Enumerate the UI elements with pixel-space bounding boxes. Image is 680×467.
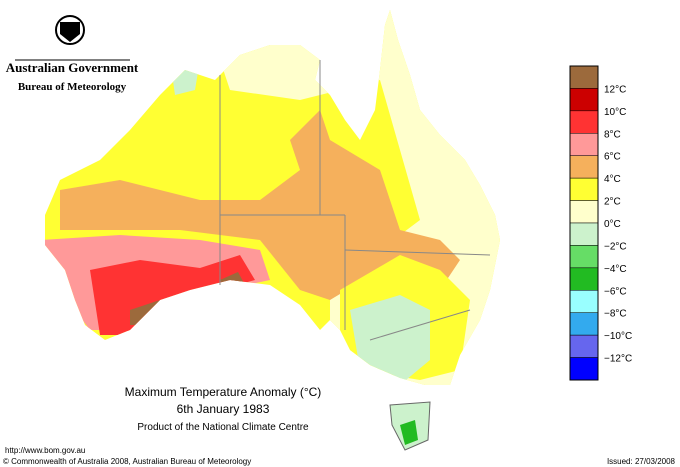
footer-issued: Issued: 27/03/2008 bbox=[607, 457, 676, 466]
legend-label: −10°C bbox=[604, 331, 632, 342]
legend-swatch bbox=[569, 334, 599, 358]
map-date: 6th January 1983 bbox=[177, 402, 270, 416]
legend-swatch bbox=[569, 267, 599, 291]
legend-label: 6°C bbox=[604, 152, 621, 163]
state-borders bbox=[219, 60, 491, 341]
legend-swatch bbox=[569, 88, 599, 112]
agency-name: Bureau of Meteorology bbox=[18, 81, 127, 93]
legend-label: 0°C bbox=[604, 219, 621, 230]
legend-label: 10°C bbox=[604, 107, 626, 118]
legend-swatch bbox=[569, 200, 599, 224]
legend-swatch bbox=[569, 110, 599, 134]
legend-frame bbox=[569, 65, 599, 381]
legend-label: 8°C bbox=[604, 129, 621, 140]
legend-swatch bbox=[569, 155, 599, 179]
legend-label: −12°C bbox=[604, 354, 632, 365]
legend-label: −2°C bbox=[604, 241, 627, 252]
legend-swatch bbox=[569, 245, 599, 269]
legend: 12°C 10°C 8°C 6°C 4°C 2°C 0°C −2°C −4°C −6°C −8°C −… bbox=[569, 65, 632, 381]
legend-label: 4°C bbox=[604, 174, 621, 185]
legend-swatch bbox=[569, 65, 599, 89]
map-product: Product of the National Climate Centre bbox=[137, 422, 309, 433]
legend-swatch bbox=[569, 222, 599, 246]
map-title: Maximum Temperature Anomaly (°C) bbox=[125, 385, 322, 399]
legend-label: 2°C bbox=[604, 197, 621, 208]
legend-label: 12°C bbox=[604, 84, 626, 95]
legend-swatch bbox=[569, 312, 599, 336]
legend-label: −8°C bbox=[604, 309, 627, 320]
emblem bbox=[15, 15, 130, 61]
legend-label: −6°C bbox=[604, 286, 627, 297]
legend-swatch bbox=[569, 357, 599, 381]
legend-swatch bbox=[569, 290, 599, 313]
government-name: Australian Government bbox=[6, 60, 139, 75]
legend-swatch bbox=[569, 133, 599, 156]
legend-label: −4°C bbox=[604, 264, 627, 275]
footer-url: http://www.bom.gov.au bbox=[5, 446, 85, 455]
footer-copyright: © Commonwealth of Australia 2008, Austra… bbox=[3, 457, 251, 466]
legend-swatch bbox=[569, 177, 599, 201]
tasmania-anomaly bbox=[400, 420, 418, 445]
